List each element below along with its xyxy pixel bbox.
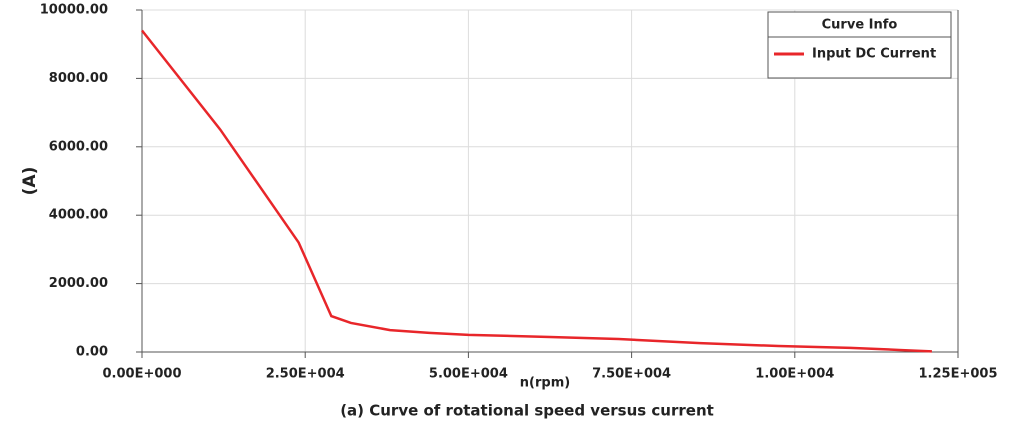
legend: Curve Info Input DC Current (767, 11, 952, 79)
y-tick-label: 10000.00 (40, 3, 108, 18)
legend-title: Curve Info (822, 18, 898, 33)
y-tick-label: 0.00 (76, 345, 108, 360)
y-tick-label: 2000.00 (49, 276, 108, 291)
x-tick-label: 7.50E+004 (592, 367, 671, 382)
x-tick-label: 2.50E+004 (266, 367, 345, 382)
x-axis-label: n(rpm) (520, 376, 570, 391)
legend-label: Input DC Current (812, 47, 936, 62)
y-tick-label: 4000.00 (49, 208, 108, 223)
y-tick-label: 6000.00 (49, 139, 108, 154)
caption: (a) Curve of rotational speed versus cur… (340, 402, 714, 420)
x-tick-label: 1.25E+005 (919, 367, 998, 382)
data-line (141, 29, 932, 353)
x-tick-label: 5.00E+004 (429, 367, 508, 382)
legend-box (767, 11, 952, 79)
y-tick-label: 8000.00 (49, 71, 108, 86)
x-tick-label: 0.00E+000 (103, 367, 182, 382)
x-tick-label: 1.00E+004 (755, 367, 834, 382)
y-axis-label: (A) (20, 167, 40, 196)
